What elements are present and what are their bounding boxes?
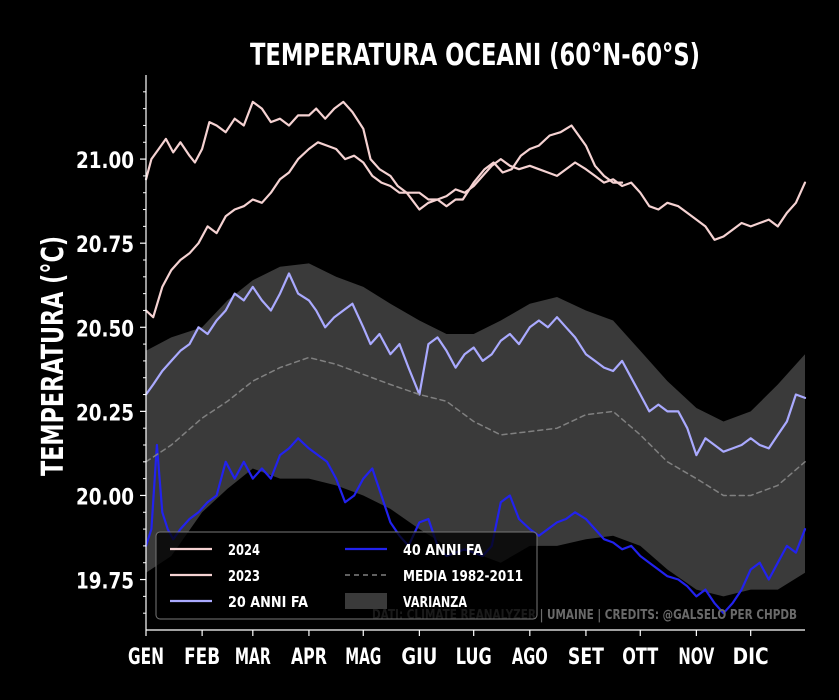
- legend-label-2024: 2024: [228, 541, 260, 559]
- legend-label-40-anni-fa: 40 ANNI FA: [403, 541, 483, 559]
- y-tick-label: 20.75: [76, 233, 134, 258]
- y-tick-label: 20.00: [76, 485, 134, 510]
- variance-band: [146, 263, 805, 597]
- legend-label-varianza: VARIANZA: [403, 593, 467, 611]
- x-tick-label: DIC: [733, 645, 769, 670]
- x-tick-label: FEB: [184, 645, 220, 670]
- x-tick-label: MAR: [235, 645, 271, 670]
- x-tick-label: GIU: [401, 645, 437, 670]
- legend-label-media-1982-2011: MEDIA 1982-2011: [403, 567, 523, 585]
- series-line-2024: [144, 100, 624, 211]
- x-tick-label: AGO: [512, 645, 548, 670]
- axes: 19.75 20.00 20.25 20.50 20.75 21.00 GEN FEB MAR A…: [76, 75, 805, 670]
- legend-swatch-varianza: [345, 593, 387, 609]
- x-tick-label: SET: [568, 645, 604, 670]
- plot-area: [144, 100, 807, 615]
- y-axis-label: TEMPERATURA (°C): [36, 236, 71, 476]
- series-line-media-1982-2011: [145, 356, 806, 497]
- x-tick-label: MAG: [345, 645, 381, 670]
- x-tick-label: APR: [291, 645, 327, 670]
- chart-title: TEMPERATURA OCEANI (60°N-60°S): [250, 38, 700, 73]
- y-tick-label: 20.25: [76, 401, 134, 426]
- x-tick-label: NOV: [678, 645, 714, 670]
- series-line-2023: [144, 141, 807, 319]
- x-tick-label: OTT: [622, 645, 658, 670]
- series-line-20-anni-fa: [144, 272, 807, 457]
- x-tick-label: LUG: [456, 645, 492, 670]
- y-tick-label: 21.00: [76, 149, 134, 174]
- legend-label-2023: 2023: [228, 567, 260, 585]
- legend-label-20-anni-fa: 20 ANNI FA: [228, 593, 308, 611]
- y-tick-label: 20.50: [76, 317, 134, 342]
- y-tick-label: 19.75: [76, 570, 134, 595]
- legend: 2024 2023 20 ANNI FA 40 ANNI FA MEDIA 1982-2…: [155, 531, 538, 620]
- x-tick-label: GEN: [128, 645, 164, 670]
